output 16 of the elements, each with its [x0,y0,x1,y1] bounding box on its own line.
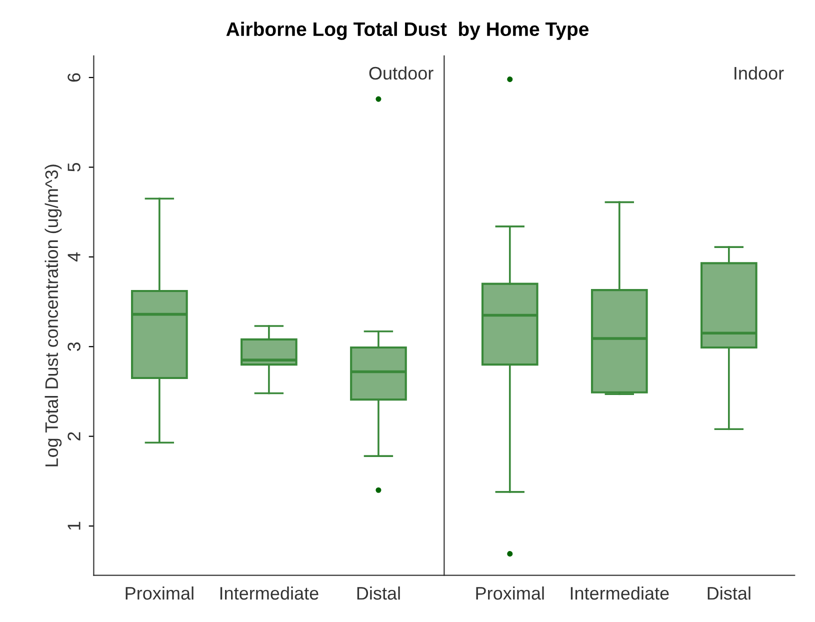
y-tick-label: 6 [68,73,80,82]
y-tick-label: 3 [68,342,80,351]
x-tick-label: Intermediate [570,586,669,600]
annotation: Outdoor [369,66,434,80]
x-tick-label: Proximal [126,586,194,600]
x-tick-label: Distal [708,586,750,600]
y-tick-label: 2 [68,432,80,440]
y-tick-label: 4 [68,252,80,262]
y-tick-label: 1 [68,522,80,530]
x-tick-label: Distal [357,586,400,600]
y-axis-title: Log Total Dust concentration (ug/m^3) [44,164,62,466]
annotation: Indoor [734,66,784,80]
chart-title: Airborne Log Total Dust by Home Type [226,22,589,40]
x-tick-label: Proximal [476,586,544,600]
x-tick-label: Intermediate [220,586,318,600]
y-tick-label: 5 [68,162,80,172]
